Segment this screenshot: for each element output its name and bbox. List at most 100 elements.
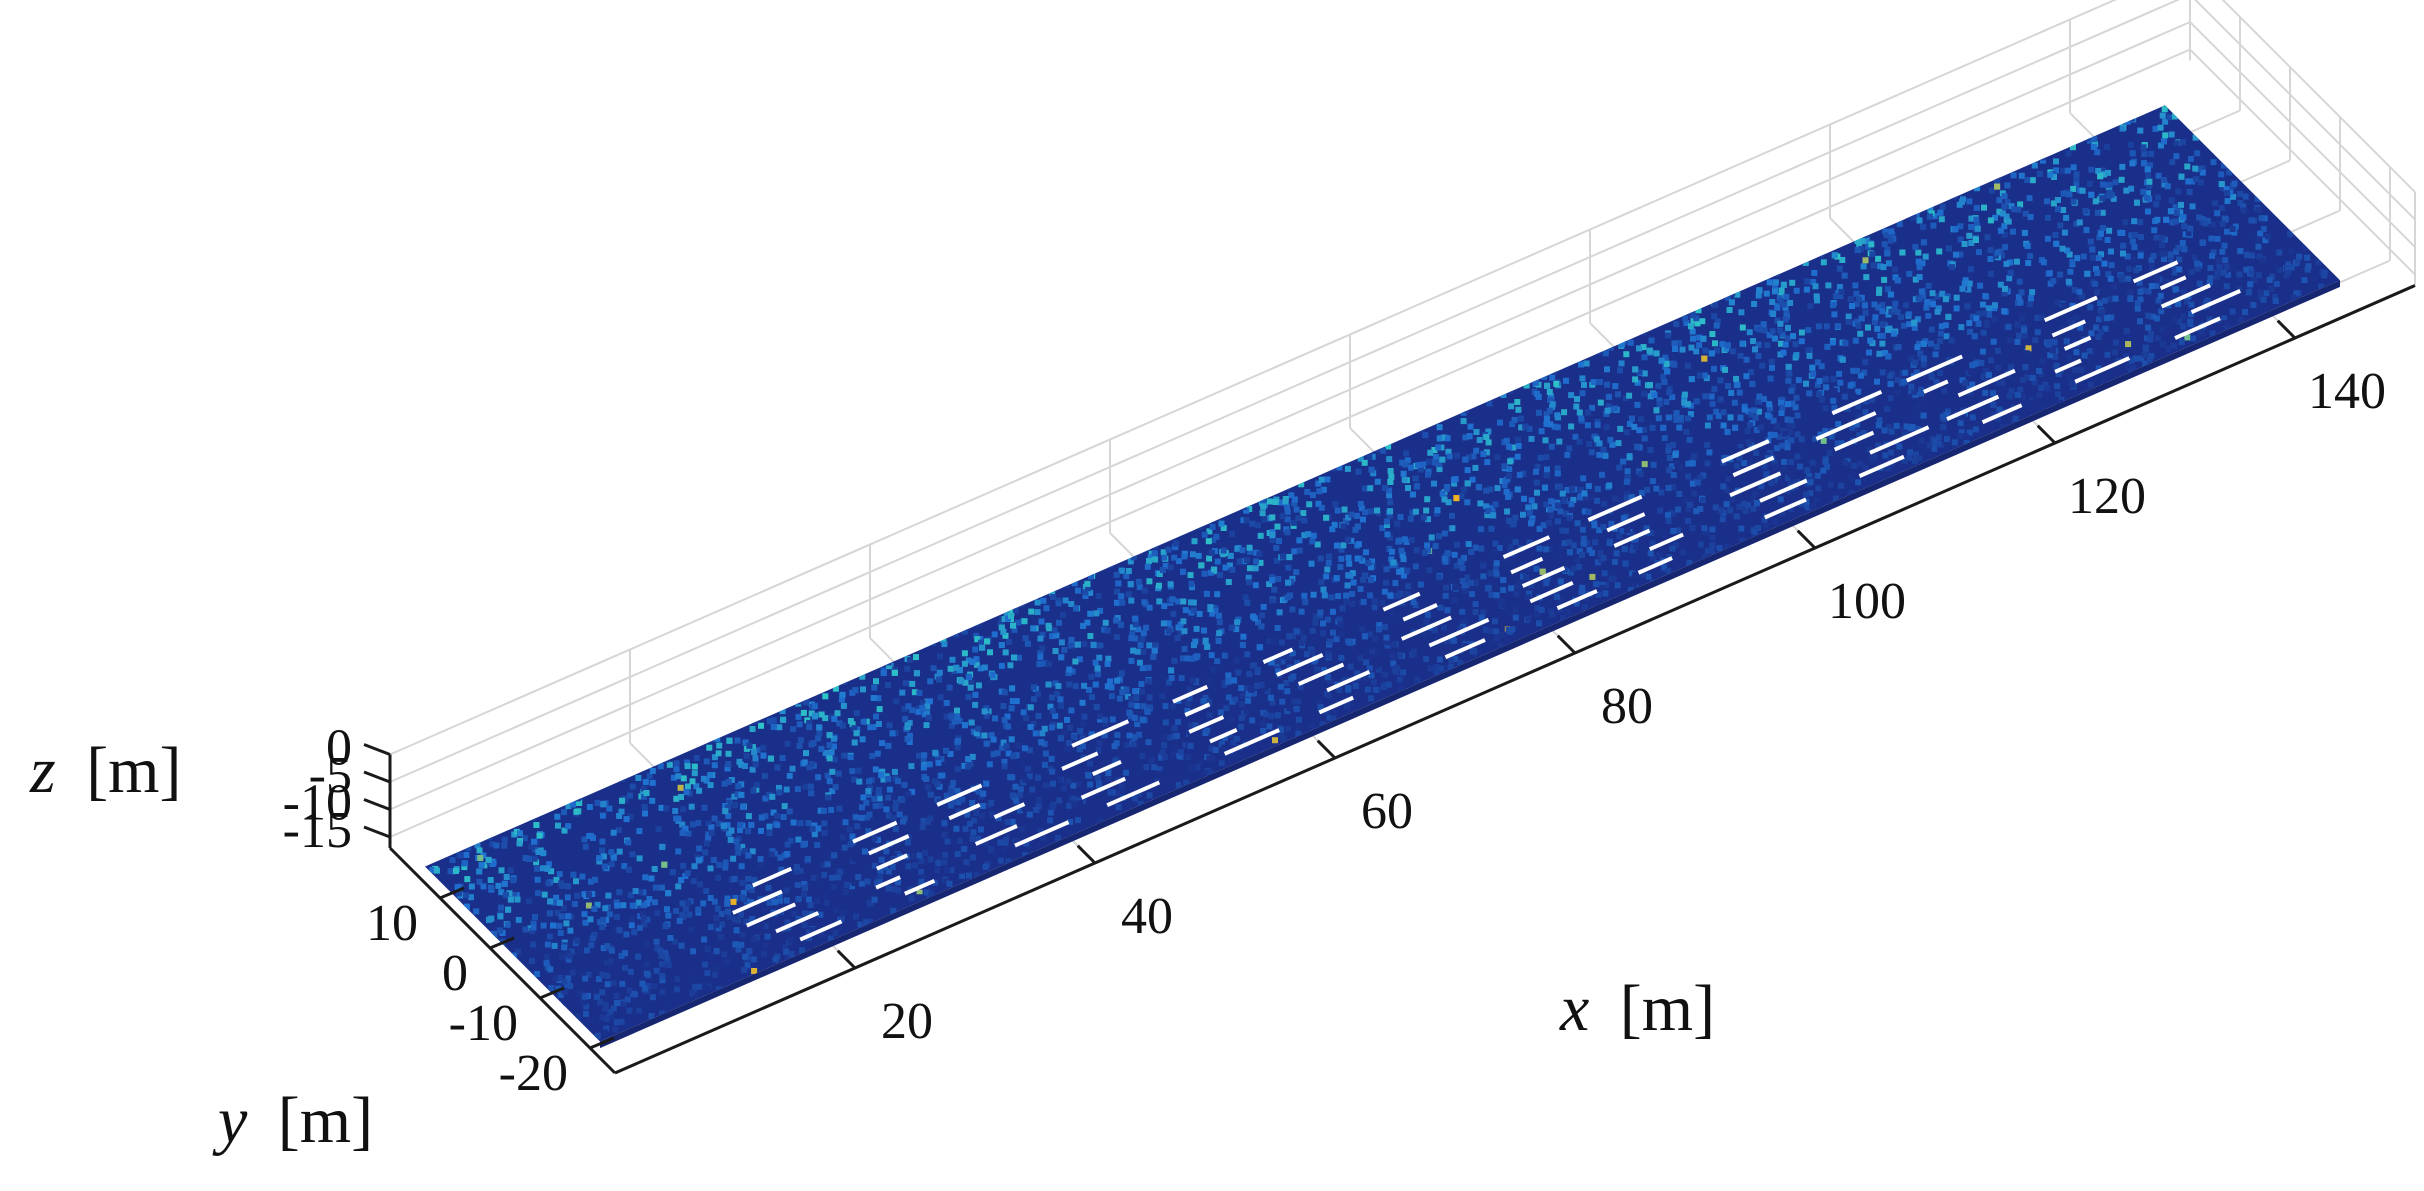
- cloud-point: [1043, 782, 1050, 789]
- cloud-point: [1318, 579, 1325, 586]
- cloud-point: [1753, 450, 1760, 456]
- cloud-point: [1172, 544, 1179, 551]
- cloud-point: [1600, 523, 1607, 530]
- cloud-point: [1251, 662, 1257, 669]
- cloud-point: [708, 829, 715, 836]
- cloud-point: [1620, 458, 1627, 465]
- cloud-point: [2218, 205, 2225, 212]
- cloud-point: [1879, 308, 1886, 315]
- cloud-point: [795, 896, 802, 902]
- cloud-point: [1194, 764, 1201, 771]
- cloud-point: [1543, 501, 1550, 508]
- cloud-point: [1485, 508, 1492, 514]
- cloud-point: [504, 921, 511, 928]
- cloud-point: [1414, 483, 1421, 489]
- cloud-point: [1562, 510, 1569, 517]
- cloud-point: [1466, 579, 1473, 586]
- cloud-point: [2301, 277, 2308, 284]
- cloud-point: [973, 632, 980, 639]
- cloud-point: [1968, 215, 1975, 222]
- cloud-point: [674, 976, 681, 983]
- cloud-point: [1208, 652, 1215, 659]
- cloud-point: [911, 853, 918, 860]
- cloud-point: [1804, 278, 1811, 285]
- cloud-point: [2231, 229, 2238, 236]
- cloud-point: [1143, 764, 1150, 770]
- cloud-point: [1784, 335, 1791, 342]
- cloud-point: [1041, 761, 1048, 768]
- cloud-point: [1728, 299, 1735, 306]
- cloud-point: [766, 823, 773, 830]
- cloud-point: [1449, 512, 1455, 519]
- cloud-point: [1948, 337, 1955, 344]
- cloud-point: [1464, 467, 1471, 474]
- cloud-point: [2007, 269, 2014, 276]
- cloud-point: [1651, 391, 1658, 398]
- cloud-point: [1432, 453, 1439, 460]
- cloud-point: [1412, 508, 1419, 515]
- cloud-point: [1831, 311, 1838, 318]
- cloud-point: [989, 671, 996, 678]
- cloud-point: [1649, 478, 1656, 485]
- cloud-point: [2166, 114, 2173, 121]
- cloud-point: [1141, 599, 1148, 606]
- cloud-point: [1401, 476, 1408, 483]
- cloud-point: [2218, 171, 2225, 178]
- cloud-point: [586, 833, 593, 839]
- cloud-point: [820, 862, 827, 868]
- cloud-point: [1631, 583, 1638, 590]
- cloud-point: [830, 735, 837, 742]
- cloud-point: [1623, 478, 1630, 485]
- cloud-point: [1842, 340, 1849, 347]
- cloud-point: [853, 730, 860, 737]
- cloud-point: [1734, 291, 1741, 298]
- cloud-point: [2034, 329, 2041, 336]
- cloud-point: [941, 641, 948, 648]
- cloud-point: [1572, 433, 1579, 440]
- cloud-point: [1660, 568, 1667, 575]
- cloud-point: [618, 808, 625, 815]
- cloud-point: [1064, 716, 1070, 723]
- cloud-point: [1685, 473, 1692, 480]
- cloud-point: [1275, 576, 1282, 582]
- cloud-point: [1641, 354, 1648, 361]
- cloud-point: [1958, 324, 1965, 331]
- cloud-point: [691, 770, 698, 777]
- cloud-point: [626, 792, 633, 799]
- cloud-point: [746, 742, 753, 749]
- cloud-point: [895, 887, 902, 894]
- cloud-point: [546, 933, 553, 940]
- cloud-point: [1602, 582, 1609, 589]
- cloud-point: [1568, 569, 1574, 576]
- cloud-point: [2007, 337, 2014, 344]
- cloud-point: [1956, 344, 1963, 351]
- cloud-point: [2128, 232, 2135, 239]
- cloud-point: [2148, 283, 2155, 289]
- cloud-point: [1042, 660, 1049, 667]
- cloud-point: [1309, 649, 1316, 656]
- cloud-point: [1862, 257, 1869, 264]
- cloud-point: [1737, 352, 1744, 359]
- cloud-point: [967, 684, 974, 691]
- cloud-point: [833, 907, 840, 914]
- cloud-point: [1386, 456, 1393, 463]
- cloud-point: [889, 864, 896, 870]
- cloud-point: [793, 869, 800, 875]
- cloud-point: [1588, 494, 1595, 501]
- cloud-point: [1246, 579, 1253, 586]
- cloud-point: [2008, 203, 2015, 210]
- cloud-point: [2273, 263, 2280, 270]
- cloud-point: [689, 989, 695, 996]
- cloud-point: [2272, 298, 2279, 304]
- cloud-point: [557, 930, 564, 936]
- cloud-point: [1885, 465, 1892, 472]
- cloud-point: [1454, 452, 1461, 459]
- cloud-point: [1305, 531, 1312, 538]
- cloud-point: [903, 680, 909, 687]
- cloud-point: [1706, 449, 1713, 456]
- cloud-point: [601, 863, 608, 870]
- cloud-point: [1273, 557, 1280, 564]
- cloud-point: [1276, 609, 1283, 616]
- cloud-point: [1144, 563, 1151, 570]
- cloud-point: [480, 883, 487, 890]
